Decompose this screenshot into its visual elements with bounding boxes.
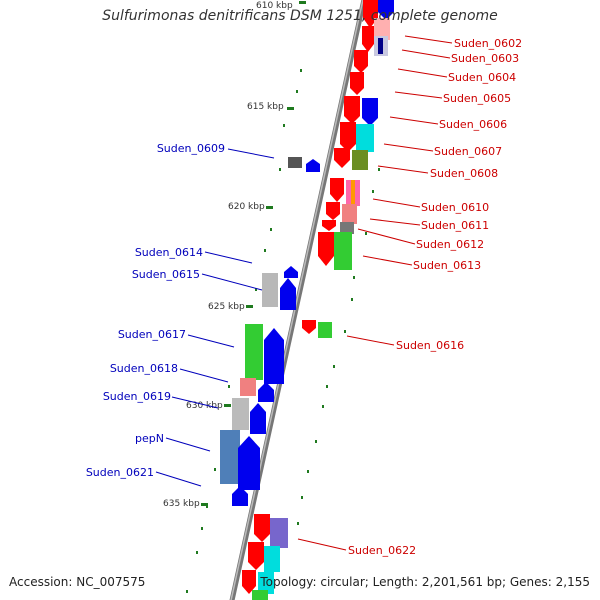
- gene-block[interactable]: [288, 157, 302, 168]
- gene-label-suden-0612[interactable]: Suden_0612: [416, 238, 484, 251]
- labels-right: Suden_0602 Suden_0603 Suden_0604 Suden_0…: [348, 37, 522, 557]
- kbp-scale: 610 kbp 615 kbp 620 kbp 625 kbp 630 kbp …: [163, 1, 306, 509]
- gene-block[interactable]: [254, 514, 270, 542]
- gene-label-suden-0621[interactable]: Suden_0621: [86, 466, 154, 479]
- gene-block[interactable]: [351, 180, 355, 206]
- genome-summary-text: Topology: circular; Length: 2,201,561 bp…: [260, 575, 590, 589]
- gene-label-suden-0610[interactable]: Suden_0610: [421, 201, 489, 214]
- gene-label-pepn[interactable]: pepN: [135, 432, 164, 445]
- gene-block[interactable]: [270, 518, 288, 548]
- gene-label-suden-0603[interactable]: Suden_0603: [451, 52, 519, 65]
- gene-block[interactable]: [352, 150, 368, 170]
- gene-block[interactable]: [344, 96, 360, 124]
- gene-block[interactable]: [302, 320, 316, 334]
- gene-track-0616: [302, 320, 332, 338]
- gene-label-suden-0605[interactable]: Suden_0605: [443, 92, 511, 105]
- genome-backbone: [229, 0, 367, 600]
- gene-block[interactable]: [232, 486, 248, 506]
- gene-label-suden-0609[interactable]: Suden_0609: [157, 142, 225, 155]
- gene-block[interactable]: [340, 122, 356, 152]
- gene-track-top: [334, 0, 394, 170]
- gene-track-bottom: [242, 514, 288, 600]
- tick-label-630-kbp: 630 kbp: [186, 401, 223, 411]
- gene-block[interactable]: [362, 98, 378, 126]
- map-title: Sulfurimonas denitrificans DSM 1251, com…: [102, 8, 498, 24]
- gene-track-mid: [318, 178, 360, 270]
- gene-block[interactable]: [334, 232, 352, 270]
- gene-label-suden-0607[interactable]: Suden_0607: [434, 145, 502, 158]
- gene-block[interactable]: [262, 273, 278, 307]
- gene-block[interactable]: [242, 570, 256, 594]
- gene-block[interactable]: [238, 436, 260, 490]
- gene-label-suden-0618[interactable]: Suden_0618: [110, 362, 178, 375]
- gene-block[interactable]: [356, 124, 374, 152]
- gene-block[interactable]: [264, 546, 280, 572]
- gene-block[interactable]: [322, 220, 336, 231]
- gene-block[interactable]: [340, 222, 354, 234]
- gene-block[interactable]: [378, 0, 394, 20]
- gene-block[interactable]: [318, 322, 332, 338]
- gene-block[interactable]: [330, 178, 344, 202]
- gene-track-left-cluster: [220, 324, 284, 506]
- gene-track-0609: [288, 157, 320, 172]
- gene-label-suden-0614[interactable]: Suden_0614: [135, 246, 203, 259]
- leaders-left: [155, 148, 275, 487]
- gene-block[interactable]: [220, 430, 240, 484]
- tick-label-635-kbp: 635 kbp: [163, 499, 200, 509]
- gene-label-suden-0611[interactable]: Suden_0611: [421, 219, 489, 232]
- gene-label-suden-0616[interactable]: Suden_0616: [396, 339, 464, 352]
- gene-block[interactable]: [264, 328, 284, 384]
- gene-block[interactable]: [245, 324, 263, 380]
- tick-label-615-kbp: 615 kbp: [247, 102, 284, 112]
- gene-label-suden-0617[interactable]: Suden_0617: [118, 328, 186, 341]
- gene-label-suden-0615[interactable]: Suden_0615: [132, 268, 200, 281]
- gene-block[interactable]: [326, 202, 340, 220]
- gene-block[interactable]: [240, 378, 256, 396]
- gene-block[interactable]: [248, 542, 264, 570]
- gene-block[interactable]: [258, 382, 274, 402]
- gene-label-suden-0602[interactable]: Suden_0602: [454, 37, 522, 50]
- gene-label-suden-0604[interactable]: Suden_0604: [448, 71, 516, 84]
- gene-label-suden-0622[interactable]: Suden_0622: [348, 544, 416, 557]
- gene-block[interactable]: [318, 232, 334, 266]
- accession-text: Accession: NC_007575: [9, 575, 146, 589]
- gene-block[interactable]: [250, 403, 266, 434]
- tick-label-610-kbp: 610 kbp: [256, 1, 293, 11]
- gene-track-0614-0615: [262, 266, 298, 310]
- gene-block[interactable]: [334, 148, 350, 168]
- gene-block[interactable]: [258, 572, 274, 594]
- gene-block[interactable]: [354, 50, 368, 73]
- gene-block[interactable]: [350, 72, 364, 95]
- gene-block[interactable]: [342, 204, 357, 224]
- guide-track-right: [297, 168, 380, 525]
- gene-label-suden-0606[interactable]: Suden_0606: [439, 118, 507, 131]
- gene-label-suden-0613[interactable]: Suden_0613: [413, 259, 481, 272]
- gene-label-suden-0619[interactable]: Suden_0619: [103, 390, 171, 403]
- gene-block[interactable]: [362, 26, 374, 52]
- leaders-right: [297, 35, 453, 551]
- gene-block[interactable]: [378, 38, 383, 54]
- gene-block[interactable]: [280, 278, 296, 310]
- gene-block[interactable]: [374, 18, 390, 40]
- gene-block[interactable]: [306, 159, 320, 172]
- gene-block[interactable]: [232, 398, 249, 430]
- labels-left: Suden_0609 Suden_0614 Suden_0615 Suden_0…: [86, 142, 225, 479]
- gene-block[interactable]: [284, 266, 298, 278]
- genome-backbone-highlight: [230, 0, 364, 600]
- gene-block[interactable]: [252, 590, 268, 600]
- tick-label-620-kbp: 620 kbp: [228, 202, 265, 212]
- gene-label-suden-0608[interactable]: Suden_0608: [430, 167, 498, 180]
- tick-label-625-kbp: 625 kbp: [208, 302, 245, 312]
